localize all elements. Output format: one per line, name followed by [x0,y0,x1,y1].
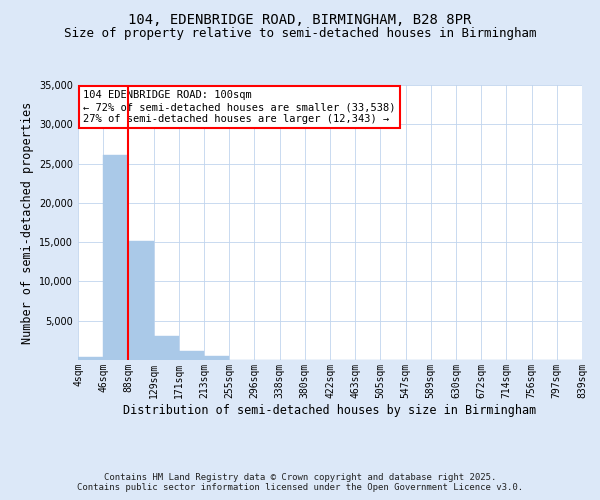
Bar [204,356,229,360]
Text: Contains HM Land Registry data © Crown copyright and database right 2025.
Contai: Contains HM Land Registry data © Crown c… [77,473,523,492]
Bar [103,155,128,360]
Text: Size of property relative to semi-detached houses in Birmingham: Size of property relative to semi-detach… [64,28,536,40]
Text: 104, EDENBRIDGE ROAD, BIRMINGHAM, B28 8PR: 104, EDENBRIDGE ROAD, BIRMINGHAM, B28 8P… [128,12,472,26]
Bar [128,240,154,360]
Bar [154,336,179,360]
Text: 104 EDENBRIDGE ROAD: 100sqm
← 72% of semi-detached houses are smaller (33,538)
2: 104 EDENBRIDGE ROAD: 100sqm ← 72% of sem… [83,90,395,124]
Bar [179,350,204,360]
Bar [78,357,103,360]
Y-axis label: Number of semi-detached properties: Number of semi-detached properties [20,102,34,344]
X-axis label: Distribution of semi-detached houses by size in Birmingham: Distribution of semi-detached houses by … [124,404,536,416]
